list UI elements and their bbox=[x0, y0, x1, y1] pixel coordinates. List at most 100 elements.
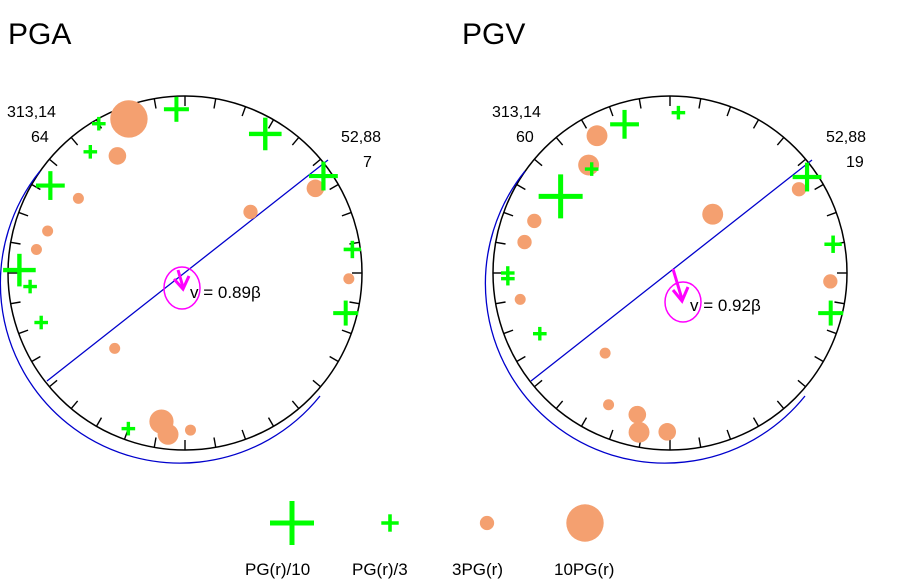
amplitude-circle bbox=[108, 147, 127, 165]
azimuth-tick bbox=[776, 400, 785, 410]
azimuth-tick bbox=[638, 98, 642, 109]
amplitude-circle bbox=[791, 182, 807, 197]
amplitude-circle bbox=[243, 204, 258, 220]
azimuth-tick bbox=[18, 329, 29, 335]
velocity-label: v = 0.92β bbox=[690, 296, 761, 315]
azimuth-tick bbox=[341, 329, 352, 335]
pga-stereonet-panel: PGA 313,14 64 52,88 7 v = 0.89β bbox=[0, 18, 381, 464]
amplitude-circle bbox=[157, 423, 179, 445]
amplitude-plus bbox=[818, 300, 844, 326]
azimuth-tick bbox=[241, 429, 247, 440]
amplitude-circle bbox=[586, 125, 608, 147]
azimuth-tick bbox=[312, 158, 322, 167]
azimuth-tick bbox=[752, 119, 760, 129]
right-value: 19 bbox=[846, 154, 864, 171]
azimuth-tick bbox=[241, 106, 247, 117]
rupture-direction-arrow bbox=[176, 269, 185, 288]
legend-label-3pg: 3PG(r) bbox=[452, 560, 503, 579]
amplitude-circle bbox=[517, 234, 532, 250]
azimuth-tick bbox=[503, 211, 514, 217]
azimuth-tick bbox=[752, 417, 760, 427]
rupture-direction-arrow bbox=[671, 268, 684, 300]
amplitude-circle bbox=[343, 273, 355, 285]
azimuth-tick bbox=[516, 183, 526, 191]
amplitude-plus bbox=[501, 271, 515, 286]
arrow-head-icon bbox=[671, 286, 690, 304]
azimuth-tick bbox=[726, 429, 732, 440]
amplitude-plus bbox=[92, 116, 106, 131]
azimuth-tick bbox=[291, 400, 300, 410]
shallow-plane-arc bbox=[484, 170, 806, 464]
azimuth-tick bbox=[48, 158, 58, 167]
station-markers bbox=[500, 105, 844, 443]
azimuth-tick bbox=[70, 400, 79, 410]
amplitude-plus bbox=[248, 117, 282, 151]
amplitude-plus bbox=[584, 162, 599, 176]
amplitude-plus bbox=[333, 300, 359, 326]
azimuth-tick bbox=[516, 355, 526, 363]
legend-label-10pg: 10PG(r) bbox=[554, 560, 614, 579]
vertical-plane-line bbox=[530, 159, 813, 382]
amplitude-plus bbox=[538, 174, 583, 219]
velocity-label: v = 0.89β bbox=[190, 283, 261, 302]
amplitude-circle bbox=[628, 405, 647, 424]
amplitude-circle bbox=[109, 342, 121, 354]
amplitude-plus bbox=[792, 162, 822, 192]
azimuth-tick bbox=[329, 355, 339, 363]
azimuth-tick bbox=[797, 379, 807, 388]
azimuth-tick bbox=[814, 183, 824, 191]
right-value: 7 bbox=[363, 154, 372, 171]
azimuth-tick bbox=[580, 417, 588, 427]
azimuth-tick bbox=[31, 355, 41, 363]
pgv-stereonet-panel: PGV 313,14 60 52,88 19 v = 0.92β bbox=[462, 18, 866, 464]
amplitude-circle bbox=[514, 293, 526, 305]
shallow-plane-arc bbox=[0, 170, 321, 464]
azimuth-tick bbox=[267, 417, 275, 427]
amplitude-circle bbox=[184, 424, 196, 436]
legend-symbol-2 bbox=[479, 515, 495, 531]
left-value: 64 bbox=[31, 129, 49, 146]
panel-title: PGA bbox=[8, 18, 71, 51]
amplitude-circle bbox=[306, 179, 325, 198]
amplitude-plus bbox=[610, 109, 639, 139]
legend-symbols bbox=[270, 501, 604, 545]
legend-symbol-3 bbox=[566, 504, 604, 542]
amplitude-plus bbox=[824, 235, 842, 253]
amplitude-plus bbox=[34, 315, 48, 330]
stereonet-outline bbox=[7, 95, 363, 451]
azimuth-tick bbox=[698, 98, 702, 109]
azimuth-tick bbox=[533, 158, 543, 167]
azimuth-tick bbox=[267, 119, 275, 129]
amplitude-circle bbox=[628, 421, 650, 443]
amplitude-plus bbox=[3, 253, 36, 287]
azimuth-tick bbox=[797, 158, 807, 167]
legend: PG(r)/10 PG(r)/3 3PG(r) 10PG(r) bbox=[245, 501, 614, 579]
azimuth-tick bbox=[153, 98, 157, 109]
legend-symbol-0 bbox=[270, 501, 314, 545]
amplitude-circle bbox=[658, 423, 677, 441]
azimuth-tick bbox=[776, 136, 785, 146]
amplitude-circle bbox=[30, 243, 42, 255]
azimuth-tick bbox=[153, 437, 157, 448]
azimuth-tick bbox=[580, 119, 588, 129]
azimuth-tick bbox=[10, 241, 21, 245]
azimuth-tick bbox=[291, 136, 300, 146]
azimuth-tick bbox=[48, 379, 58, 388]
right-axis-label: 52,88 bbox=[341, 129, 381, 146]
azimuth-tick bbox=[213, 98, 217, 109]
amplitude-circle bbox=[578, 154, 600, 176]
azimuth-tick bbox=[533, 379, 543, 388]
rupture-ellipse bbox=[163, 266, 201, 310]
amplitude-plus bbox=[35, 171, 65, 200]
stereonet-outline bbox=[492, 95, 848, 451]
azimuth-tick bbox=[70, 136, 79, 146]
vertical-plane-line bbox=[46, 159, 329, 382]
amplitude-plus bbox=[121, 421, 136, 436]
azimuth-tick bbox=[726, 106, 732, 117]
right-axis-label: 52,88 bbox=[826, 129, 866, 146]
azimuth-tick bbox=[18, 211, 29, 217]
station-markers bbox=[3, 96, 362, 445]
strike-dip-label: 313,14 bbox=[7, 104, 56, 121]
amplitude-circle bbox=[42, 225, 54, 237]
